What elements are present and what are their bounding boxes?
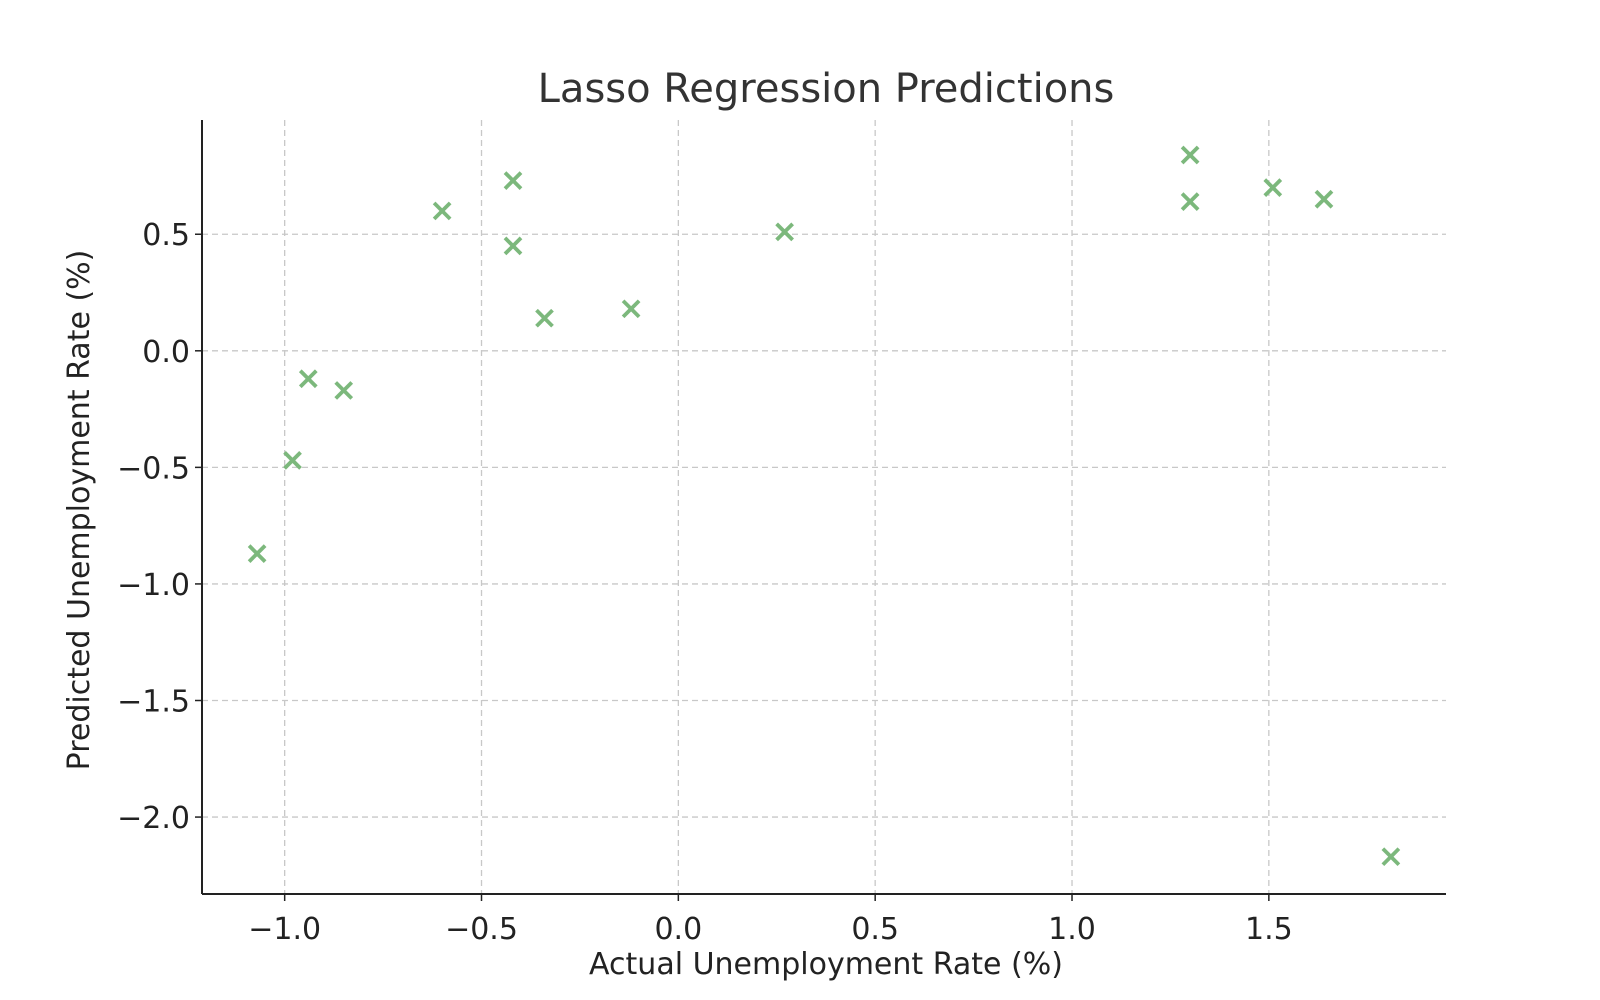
scatter-point: [775, 222, 794, 242]
ticks-layer: −1.0 −0.5 0.0 0.5 1.0 1.5 −2.0 −1.5 −1.0 −0.5 0.0 0…: [117, 218, 1293, 947]
scatter-point: [1180, 192, 1200, 211]
scatter-point: [432, 201, 452, 221]
y-tick-label: 0.5: [142, 218, 190, 253]
scatter-point: [283, 451, 302, 470]
x-tick-label: 0.5: [851, 912, 899, 947]
scatter-point: [535, 308, 554, 328]
points-layer: [247, 145, 1401, 867]
y-tick-label: −0.5: [117, 451, 190, 486]
y-tick-label: −2.0: [117, 801, 190, 836]
scatter-point: [1180, 145, 1200, 165]
scatter-point: [1381, 847, 1401, 867]
scatter-point: [1263, 178, 1283, 197]
y-tick-label: −1.5: [117, 685, 190, 720]
y-tick-label: 0.0: [142, 335, 190, 370]
chart-title: Lasso Regression Predictions: [538, 66, 1115, 112]
axes-layer: [201, 120, 1446, 895]
x-axis-label: Actual Unemployment Rate (%): [589, 947, 1063, 982]
scatter-point: [503, 171, 523, 190]
scatter-point: [503, 236, 523, 256]
grid-layer: [202, 120, 1446, 894]
y-axis-label: Predicted Unemployment Rate (%): [62, 250, 97, 771]
scatter-point: [621, 299, 641, 319]
x-tick-label: 1.5: [1245, 912, 1293, 947]
scatter-point: [1314, 189, 1334, 209]
x-tick-label: 0.0: [654, 912, 702, 947]
x-tick-label: −0.5: [445, 912, 518, 947]
scatter-point: [334, 381, 354, 400]
x-tick-label: −1.0: [248, 912, 321, 947]
x-tick-label: 1.0: [1048, 912, 1096, 947]
scatter-point: [247, 544, 267, 563]
y-tick-label: −1.0: [117, 568, 190, 603]
scatter-point: [298, 369, 318, 389]
